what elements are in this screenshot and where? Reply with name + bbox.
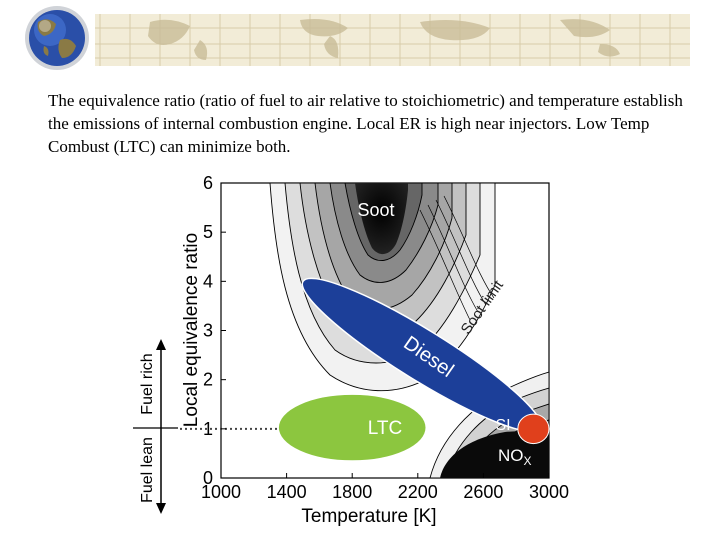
y-axis-title: Local equivalence ratio (181, 233, 202, 427)
x-tick-label: 1000 (201, 482, 241, 502)
nox-label: NOX (498, 446, 532, 468)
y-tick-label: 4 (203, 271, 213, 291)
globe-icon (25, 6, 89, 70)
y-tick-label: 5 (203, 222, 213, 242)
y-tick-label: 3 (203, 321, 213, 341)
fuel-side-arrow: Fuel rich Fuel lean (133, 339, 178, 514)
fuel-lean-label: Fuel lean (139, 437, 156, 503)
y-tick-label: 2 (203, 370, 213, 390)
ltc-label: LTC (368, 418, 402, 439)
nox-label-main: NO (498, 446, 524, 465)
ltc-ellipse (277, 393, 427, 462)
caption-text: The equivalence ratio (ratio of fuel to … (48, 91, 683, 156)
fuel-rich-label: Fuel rich (139, 353, 156, 414)
x-tick-label: 2600 (463, 482, 503, 502)
si-label: SI (495, 417, 510, 434)
x-tick-label: 1400 (267, 482, 307, 502)
y-tick-label: 1 (203, 419, 213, 439)
x-tick-label: 3000 (529, 482, 569, 502)
y-axis-ticks: 0 1 2 3 4 5 6 (203, 173, 226, 488)
header-banner (25, 6, 690, 70)
x-axis-title: Temperature [K] (301, 506, 436, 527)
si-ellipse (517, 413, 550, 445)
x-tick-label: 1800 (332, 482, 372, 502)
x-tick-label: 2200 (398, 482, 438, 502)
soot-label: Soot (357, 200, 394, 220)
y-tick-label: 6 (203, 173, 213, 193)
x-axis-ticks: 1000 1400 1800 2200 2600 3000 (201, 473, 569, 502)
y-tick-label: 0 (203, 468, 213, 488)
banner-world-map (148, 19, 620, 60)
nox-label-subscript: X (524, 454, 532, 468)
